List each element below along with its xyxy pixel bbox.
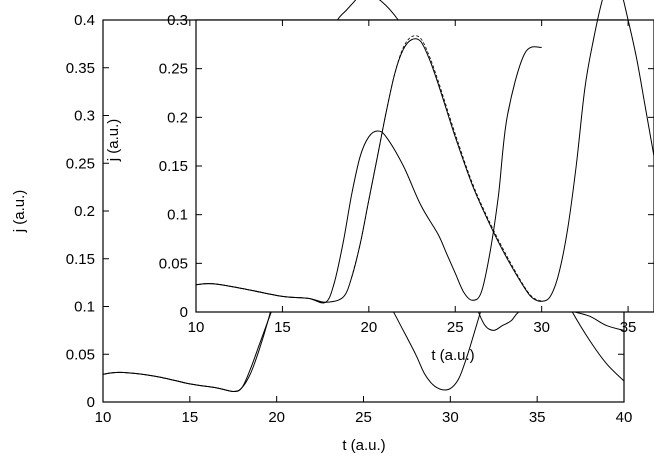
inset-x-tick-label: 15	[274, 319, 291, 336]
inset-y-tick-label: 0.05	[159, 255, 188, 272]
inset-y-tick-label: 0.25	[159, 61, 188, 78]
inset-y-tick-label: 0	[180, 304, 188, 321]
main-x-axis-label: t (a.u.)	[342, 437, 385, 454]
inset-y-tick-label: 0.2	[167, 109, 188, 126]
inset-x-axis-label: t (a.u.)	[431, 347, 474, 364]
main-y-axis-label: j (a.u.)	[11, 190, 28, 234]
inset-x-tick-label: 20	[360, 319, 377, 336]
main-y-tick-label: 0.4	[74, 12, 95, 29]
main-x-tick-label: 10	[95, 409, 112, 426]
main-x-tick-label: 30	[442, 409, 459, 426]
main-y-tick-label: 0	[87, 394, 95, 411]
inset-x-tick-label: 25	[447, 319, 464, 336]
inset-chart: 10 15 20 25 30 35 0 0.05 0.1 0.15 0.2 0.25 0.3 t (a.u…	[105, 0, 654, 364]
inset-y-tick-label: 0.15	[159, 158, 188, 175]
main-x-tick-label: 40	[616, 409, 633, 426]
inset-plot-frame	[195, 19, 654, 313]
main-x-tick-label: 25	[355, 409, 372, 426]
main-y-tick-label: 0.25	[66, 155, 95, 172]
inset-series-line-2	[351, 35, 542, 302]
main-y-tick-label: 0.1	[74, 299, 95, 316]
main-y-tick-label: 0.3	[74, 108, 95, 125]
main-y-tick-label: 0.05	[66, 346, 95, 363]
inset-y-axis-label: j (a.u.)	[105, 119, 122, 163]
inset-series-line-3	[196, 46, 542, 304]
main-x-tick-label: 20	[268, 409, 285, 426]
main-series-line-1	[103, 0, 624, 393]
main-y-tick-label: 0.15	[66, 251, 95, 268]
inset-y-tick-label: 0.1	[167, 207, 188, 224]
inset-series-line-1	[196, 0, 654, 303]
main-x-tick-label: 15	[181, 409, 198, 426]
inset-x-tick-label: 35	[620, 319, 637, 336]
main-y-tick-label: 0.2	[74, 203, 95, 220]
main-x-tick-label: 35	[529, 409, 546, 426]
inset-y-tick-label: 0.3	[167, 12, 188, 29]
inset-x-tick-label: 30	[533, 319, 550, 336]
inset-x-tick-label: 10	[188, 319, 205, 336]
main-y-tick-label: 0.35	[66, 60, 95, 77]
